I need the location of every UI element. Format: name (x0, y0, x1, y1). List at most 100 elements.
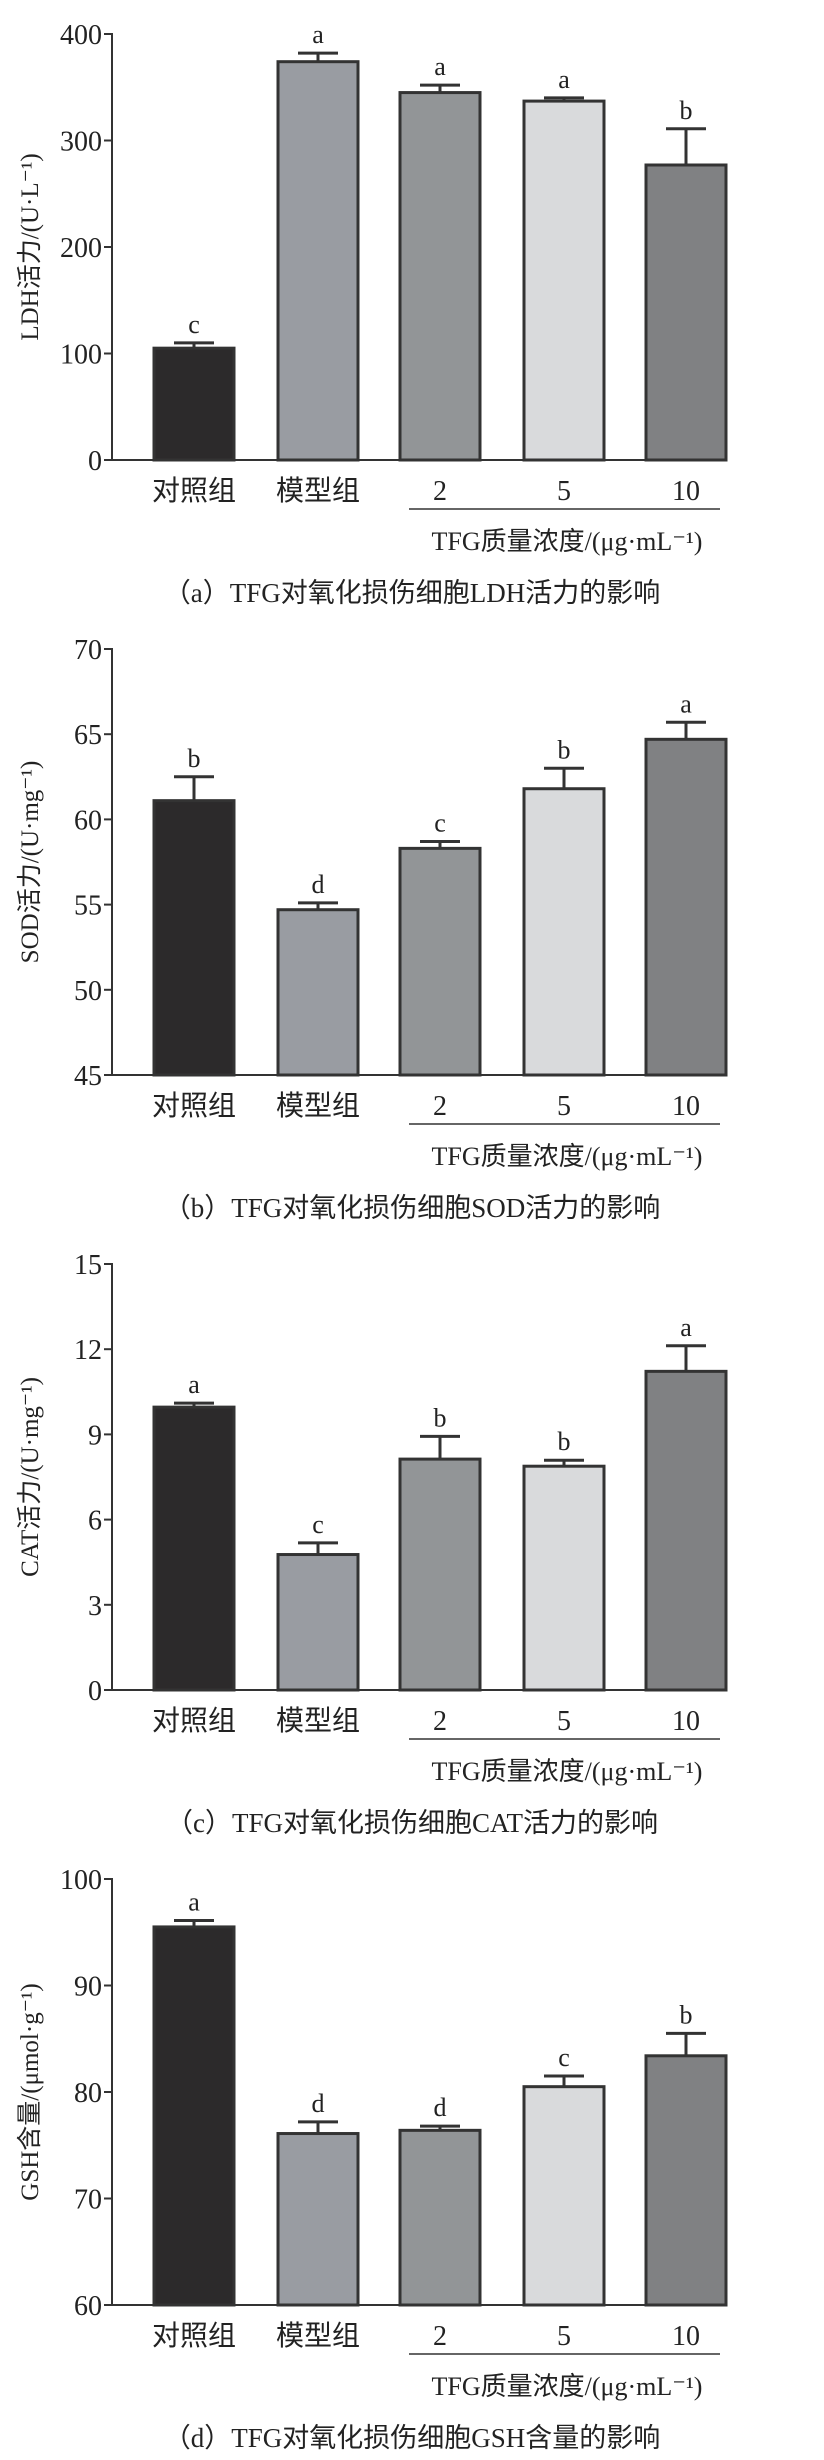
y-tick-label: 9 (88, 1420, 102, 1451)
significance-letter: b (188, 744, 201, 773)
x-tick-label: 10 (672, 476, 700, 507)
y-tick-label: 300 (60, 127, 102, 158)
chart-panel-4: a 对照组 d 模型组 d 2 c 5 b 10 60 70 80 90 100 GSH含量/(μmol·g⁻… (0, 1845, 824, 2460)
significance-letter: b (434, 1403, 447, 1432)
x-tick-label: 模型组 (276, 1705, 360, 1737)
significance-letter: a (188, 1888, 200, 1917)
significance-letter: b (558, 1427, 571, 1456)
x-tick-label: 2 (433, 1706, 447, 1737)
y-tick-label: 0 (88, 1676, 102, 1707)
x-tick-label: 10 (672, 2321, 700, 2352)
chart-caption: （b）TFG对氧化损伤细胞SOD活力的影响 (164, 1193, 661, 1223)
x-tick-label: 2 (433, 1091, 447, 1122)
bar (152, 799, 236, 1077)
bar (644, 2054, 728, 2307)
y-tick-label: 12 (74, 1335, 102, 1366)
significance-letter: d (434, 2093, 447, 2122)
significance-letter: d (312, 2089, 325, 2118)
y-tick-label: 50 (74, 976, 102, 1007)
x-group-title: TFG质量浓度/(μg·mL⁻¹) (432, 1142, 703, 1171)
y-tick-label: 200 (60, 233, 102, 264)
x-tick-label: 10 (672, 1091, 700, 1122)
chart-caption: （c）TFG对氧化损伤细胞CAT活力的影响 (166, 1808, 658, 1838)
chart-panel-2: b 对照组 d 模型组 c 2 b 5 a 10 45 50 55 60 65 70 SOD活力/(U·mg⁻¹… (0, 615, 824, 1230)
significance-letter: c (434, 809, 446, 838)
y-tick-label: 65 (74, 720, 102, 751)
y-axis-label: LDH活力/(U·L⁻¹) (16, 153, 44, 340)
x-tick-label: 模型组 (276, 475, 360, 507)
bar (398, 846, 482, 1077)
y-tick-label: 400 (60, 20, 102, 51)
bar (398, 91, 482, 462)
y-tick-label: 0 (88, 446, 102, 477)
significance-letter: b (680, 2000, 693, 2029)
y-tick-label: 80 (74, 2078, 102, 2109)
bar (522, 1464, 606, 1692)
y-axis-label: SOD活力/(U·mg⁻¹) (16, 761, 44, 964)
y-tick-label: 60 (74, 2291, 102, 2322)
x-tick-label: 5 (557, 2321, 571, 2352)
bar-chart: c对照组a模型组a2a5b100100200300400LDH活力/(U·L⁻¹… (16, 20, 728, 608)
y-tick-label: 3 (88, 1591, 102, 1622)
bar (644, 163, 728, 462)
bar (276, 1553, 360, 1692)
y-tick-label: 70 (74, 2185, 102, 2216)
x-tick-label: 模型组 (276, 1090, 360, 1122)
x-tick-label: 对照组 (152, 2320, 236, 2352)
y-tick-label: 100 (60, 1865, 102, 1896)
bar-chart: b 对照组 d 模型组 c 2 b 5 a 10 45 50 55 60 65 70 SOD活力/(U·mg⁻¹… (16, 635, 728, 1223)
significance-letter: c (558, 2043, 570, 2072)
significance-letter: a (188, 1370, 200, 1399)
bar (152, 1405, 236, 1692)
y-axis-label: CAT活力/(U·mg⁻¹) (16, 1377, 44, 1577)
y-tick-label: 15 (74, 1250, 102, 1281)
bar (276, 60, 360, 462)
x-tick-label: 2 (433, 2321, 447, 2352)
x-group-title: TFG质量浓度/(μg·mL⁻¹) (432, 1757, 703, 1786)
chart-panel-3: a 对照组 c 模型组 b 2 b 5 a 10 0 3 6 9 12 15 CAT活力/(U·mg⁻¹) TFG… (0, 1230, 824, 1845)
significance-letter: b (558, 735, 571, 764)
x-tick-label: 2 (433, 476, 447, 507)
significance-letter: a (680, 1313, 692, 1342)
x-tick-label: 5 (557, 1091, 571, 1122)
x-tick-label: 对照组 (152, 1705, 236, 1737)
bar (276, 2132, 360, 2307)
x-group-title: TFG质量浓度/(μg·mL⁻¹) (432, 2372, 703, 2401)
y-tick-label: 55 (74, 891, 102, 922)
bar (398, 1457, 482, 1692)
x-tick-label: 对照组 (152, 1090, 236, 1122)
x-tick-label: 10 (672, 1706, 700, 1737)
y-tick-label: 45 (74, 1061, 102, 1092)
bar (522, 787, 606, 1077)
bar (522, 99, 606, 462)
significance-letter: a (680, 689, 692, 718)
bar (644, 737, 728, 1077)
y-tick-label: 6 (88, 1506, 102, 1537)
x-tick-label: 5 (557, 1706, 571, 1737)
bar-chart: a 对照组 c 模型组 b 2 b 5 a 10 0 3 6 9 12 15 CAT活力/(U·mg⁻¹) TFG… (16, 1250, 728, 1838)
significance-letter: d (312, 870, 325, 899)
chart-panel-1: c 对照组 a 模型组 a 2 a 5 b 10 0 100 200 300 400 LDH活力/(U·L⁻¹… (0, 0, 824, 615)
x-tick-label: 对照组 (152, 475, 236, 507)
significance-letter: a (434, 52, 446, 81)
bar (522, 2085, 606, 2307)
y-axis-label: GSH含量/(μmol·g⁻¹) (16, 1983, 44, 2200)
bar (152, 1925, 236, 2307)
significance-letter: c (188, 310, 200, 339)
y-tick-label: 60 (74, 805, 102, 836)
x-tick-label: 模型组 (276, 2320, 360, 2352)
bar-chart: a 对照组 d 模型组 d 2 c 5 b 10 60 70 80 90 100 GSH含量/(μmol·g⁻… (16, 1865, 728, 2453)
chart-caption: （a）TFG对氧化损伤细胞LDH活力的影响 (164, 578, 660, 608)
x-group-title: TFG质量浓度/(μg·mL⁻¹) (432, 527, 703, 556)
significance-letter: c (312, 1510, 324, 1539)
x-tick-label: 5 (557, 476, 571, 507)
bar (152, 346, 236, 462)
significance-letter: a (312, 20, 324, 49)
y-tick-label: 100 (60, 340, 102, 371)
y-tick-label: 90 (74, 1972, 102, 2003)
chart-caption: （d）TFG对氧化损伤细胞GSH含量的影响 (164, 2423, 661, 2453)
bar (276, 908, 360, 1077)
bar (398, 2128, 482, 2307)
significance-letter: a (558, 65, 570, 94)
